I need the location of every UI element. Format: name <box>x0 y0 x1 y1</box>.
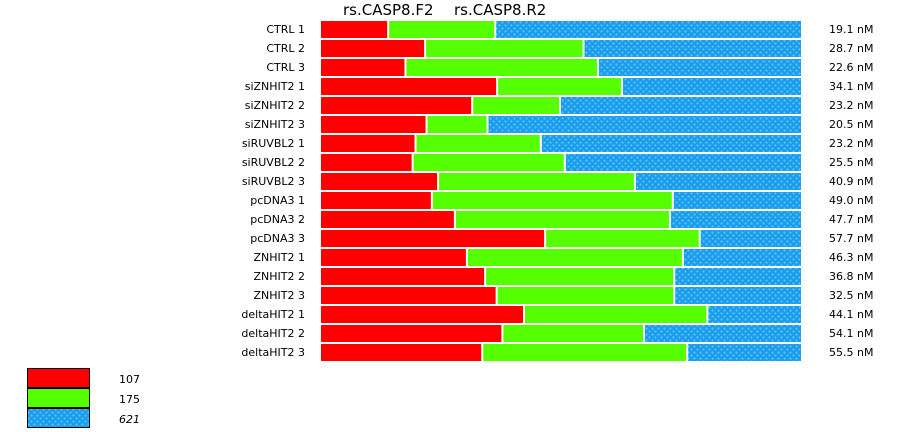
category-label: ZNHIT2 2 <box>254 270 306 283</box>
concentration-label: 55.5 nM <box>829 346 873 359</box>
concentration-label: 40.9 nM <box>829 175 873 188</box>
concentration-label: 46.3 nM <box>829 251 873 264</box>
bar-segment-107 <box>321 211 454 228</box>
bar-segment-621 <box>584 40 801 57</box>
bar-segment-621 <box>561 97 801 114</box>
category-label: siRUVBL2 1 <box>242 137 305 150</box>
bar-segment-175 <box>406 59 597 76</box>
bar-segment-175 <box>525 306 707 323</box>
bar-segment-175 <box>503 325 643 342</box>
concentration-label: 20.5 nM <box>829 118 873 131</box>
category-label: siRUVBL2 2 <box>242 156 305 169</box>
bar-segment-621 <box>541 135 801 152</box>
legend-label: 107 <box>119 373 140 386</box>
legend-swatch-175 <box>27 388 90 408</box>
concentration-label: 44.1 nM <box>829 308 873 321</box>
concentration-label: 22.6 nM <box>829 61 873 74</box>
bar-segment-107 <box>321 173 438 190</box>
bar-segment-107 <box>321 116 426 133</box>
category-label: ZNHIT2 3 <box>254 289 306 302</box>
bar-segment-621 <box>675 268 801 285</box>
concentration-label: 23.2 nM <box>829 137 873 150</box>
concentration-label: 19.1 nM <box>829 23 873 36</box>
bar-segment-107 <box>321 192 431 209</box>
category-label: deltaHIT2 3 <box>241 346 305 359</box>
bar-segment-621 <box>496 21 801 38</box>
category-label: deltaHIT2 2 <box>241 327 305 340</box>
concentration-label: 54.1 nM <box>829 327 873 340</box>
chart-title-forward-primer: rs.CASP8.F2 <box>343 1 434 19</box>
concentration-label: 23.2 nM <box>829 99 873 112</box>
bar-segment-621 <box>688 344 801 361</box>
bar-segment-175 <box>546 230 699 247</box>
concentration-label: 32.5 nM <box>829 289 873 302</box>
bar-segment-621 <box>622 78 801 95</box>
bar-segment-107 <box>321 135 415 152</box>
bar-segment-175 <box>432 192 672 209</box>
bar-segment-107 <box>321 306 523 323</box>
concentration-label: 34.1 nM <box>829 80 873 93</box>
bar-segment-621 <box>673 192 801 209</box>
bar-segment-621 <box>635 173 801 190</box>
category-label: siZNHIT2 2 <box>245 99 305 112</box>
category-label: ZNHIT2 1 <box>254 251 306 264</box>
bar-segment-175 <box>427 116 487 133</box>
chart-title-reverse-primer: rs.CASP8.R2 <box>454 1 546 19</box>
bar-segment-621 <box>670 211 801 228</box>
bar-segment-107 <box>321 287 496 304</box>
category-label: pcDNA3 1 <box>250 194 305 207</box>
legend-swatch-107 <box>27 368 90 388</box>
bar-segment-107 <box>321 249 466 266</box>
legend-label: 175 <box>119 393 140 406</box>
bar-segment-107 <box>321 325 502 342</box>
bar-segment-175 <box>467 249 682 266</box>
concentration-label: 25.5 nM <box>829 156 873 169</box>
category-label: pcDNA3 3 <box>250 232 305 245</box>
bar-segment-107 <box>321 59 405 76</box>
bar-segment-107 <box>321 268 485 285</box>
bar-segment-621 <box>708 306 801 323</box>
category-label: CTRL 1 <box>266 23 305 36</box>
category-label: CTRL 2 <box>266 42 305 55</box>
bar-segment-175 <box>455 211 669 228</box>
bar-segment-175 <box>483 344 687 361</box>
bar-segment-107 <box>321 40 425 57</box>
bar-segment-175 <box>416 135 540 152</box>
category-label: siZNHIT2 3 <box>245 118 305 131</box>
category-label: siRUVBL2 3 <box>242 175 305 188</box>
bar-segment-107 <box>321 344 482 361</box>
bar-segment-107 <box>321 78 497 95</box>
bar-segment-107 <box>321 230 545 247</box>
concentration-label: 49.0 nM <box>829 194 873 207</box>
bar-segment-107 <box>321 97 472 114</box>
category-label: CTRL 3 <box>266 61 305 74</box>
legend-label: 621 <box>119 413 140 426</box>
bar-segment-621 <box>645 325 801 342</box>
concentration-label: 47.7 nM <box>829 213 873 226</box>
bar-segment-621 <box>675 287 801 304</box>
concentration-label: 36.8 nM <box>829 270 873 283</box>
bar-segment-621 <box>683 249 801 266</box>
bar-segment-107 <box>321 21 388 38</box>
bar-segment-107 <box>321 154 412 171</box>
legend-swatch-621 <box>27 408 90 428</box>
category-label: deltaHIT2 1 <box>241 308 305 321</box>
bar-segment-621 <box>488 116 801 133</box>
concentration-label: 28.7 nM <box>829 42 873 55</box>
concentration-label: 57.7 nM <box>829 232 873 245</box>
bar-segment-175 <box>389 21 495 38</box>
bar-segment-175 <box>473 97 559 114</box>
bar-segment-621 <box>700 230 801 247</box>
bar-segment-175 <box>486 268 674 285</box>
category-label: pcDNA3 2 <box>250 213 305 226</box>
bar-segment-175 <box>498 78 621 95</box>
bar-segment-175 <box>426 40 583 57</box>
bar-segment-621 <box>598 59 801 76</box>
bar-segment-175 <box>413 154 564 171</box>
bar-segment-621 <box>565 154 801 171</box>
bar-segment-175 <box>497 287 674 304</box>
category-label: siZNHIT2 1 <box>245 80 305 93</box>
bar-segment-175 <box>439 173 634 190</box>
